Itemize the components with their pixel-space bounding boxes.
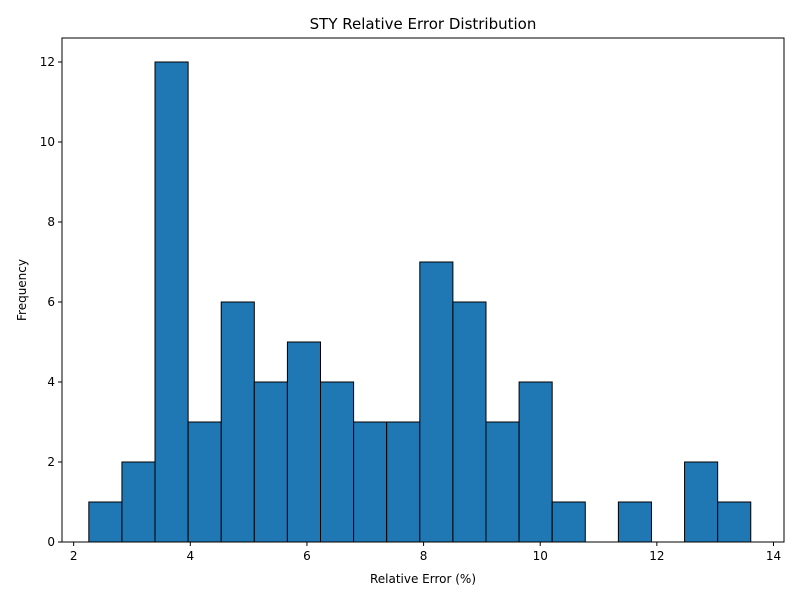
x-tick-label: 12	[649, 549, 664, 563]
y-tick-label: 8	[47, 215, 55, 229]
x-axis-ticks: 2 4 6 8 10 12 14	[70, 542, 781, 563]
histogram-bar	[419, 261, 454, 543]
histogram-bar	[154, 61, 189, 543]
x-tick-label: 2	[70, 549, 78, 563]
chart-title: STY Relative Error Distribution	[310, 15, 537, 33]
y-tick-label: 2	[47, 455, 55, 469]
histogram-bar	[617, 501, 652, 543]
histogram-bar	[320, 381, 355, 543]
y-tick-label: 10	[40, 135, 55, 149]
bars-group	[88, 61, 752, 543]
histogram-bar	[485, 421, 520, 543]
y-tick-label: 12	[40, 55, 55, 69]
plot-frame	[61, 37, 785, 543]
y-tick-label: 4	[47, 375, 55, 389]
x-axis-label: Relative Error (%)	[370, 572, 476, 586]
x-tick-label: 6	[303, 549, 311, 563]
histogram-bar	[386, 421, 421, 543]
y-axis-label: Frequency	[15, 259, 29, 321]
histogram-bar	[88, 501, 123, 543]
histogram-bar	[452, 301, 487, 543]
x-tick-label: 8	[420, 549, 428, 563]
x-tick-label: 10	[533, 549, 548, 563]
histogram-bar	[220, 301, 255, 543]
x-tick-label: 14	[766, 549, 781, 563]
histogram-bar	[717, 501, 752, 543]
histogram-bar	[187, 421, 222, 543]
y-tick-label: 6	[47, 295, 55, 309]
histogram-bar	[551, 501, 586, 543]
histogram-bar	[253, 381, 288, 543]
x-tick-label: 4	[186, 549, 194, 563]
y-axis-ticks: 0 2 4 6 8 10 12	[40, 55, 62, 549]
histogram-bar	[684, 461, 719, 543]
histogram-bar	[353, 421, 388, 543]
histogram-bar	[286, 341, 322, 543]
histogram-bar	[121, 461, 156, 543]
y-tick-label: 0	[47, 535, 55, 549]
histogram-bar	[518, 381, 553, 543]
